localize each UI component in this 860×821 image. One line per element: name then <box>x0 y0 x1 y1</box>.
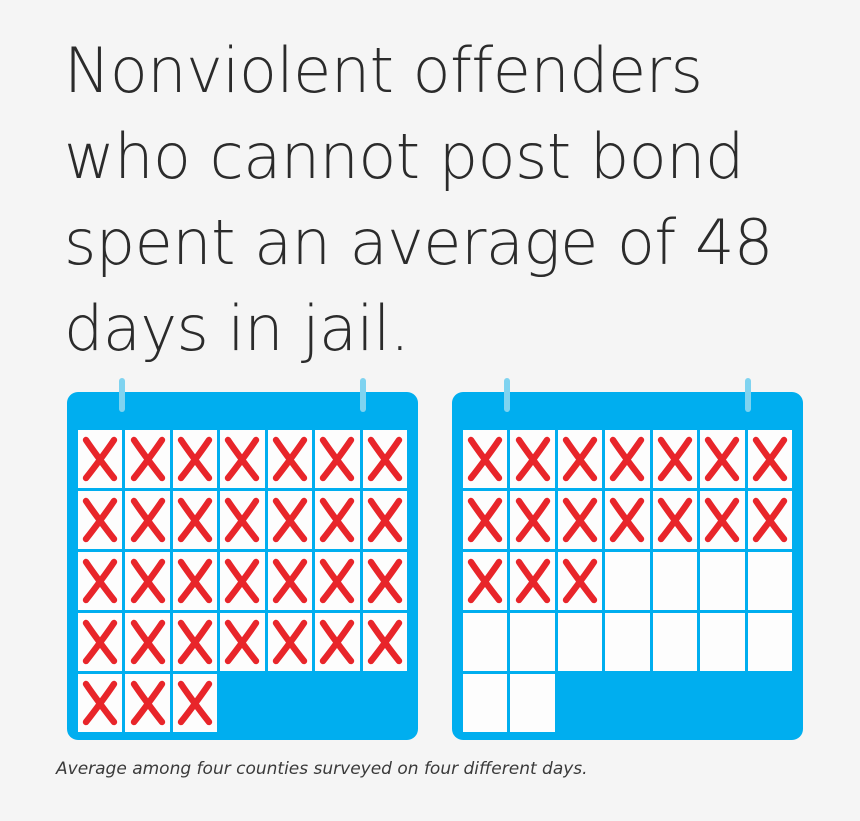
calendar-grid <box>78 430 407 732</box>
calendar-day-cell-empty <box>652 552 698 610</box>
calendar-day-cell-marked <box>510 491 555 549</box>
calendar-day-cell-empty <box>605 552 650 610</box>
calendar-day-cell-marked <box>267 430 313 488</box>
calendar-day-cell-empty <box>700 552 745 610</box>
calendar-day-cell-marked <box>267 613 313 671</box>
calendar-day-cell-marked <box>605 430 650 488</box>
calendar-day-cell-empty <box>652 613 698 671</box>
calendar-day-cell-marked <box>362 430 407 488</box>
calendar-day-cell-marked <box>747 491 792 549</box>
calendar-day-cell-marked <box>463 491 508 549</box>
calendar-day-cell-marked <box>125 552 170 610</box>
calendar-day-cell-marked <box>510 430 555 488</box>
calendar-hanger-icon <box>745 378 751 412</box>
calendar-month-1 <box>67 378 418 740</box>
calendar-day-cell-marked <box>78 430 123 488</box>
calendar-day-cell-empty <box>510 613 555 671</box>
headline-line-4: days in jail. <box>64 292 410 365</box>
calendar-day-cell-marked <box>125 430 170 488</box>
calendar-day-cell-marked <box>78 491 123 549</box>
calendar-day-cell-marked <box>172 613 218 671</box>
calendar-day-cell-marked <box>78 674 123 732</box>
chart-caption: Average among four counties surveyed on … <box>56 759 588 779</box>
calendar-day-cell-marked <box>172 491 218 549</box>
calendar-day-cell-empty <box>747 613 792 671</box>
calendar-day-cell-marked <box>172 552 218 610</box>
calendar-day-cell-marked <box>315 552 360 610</box>
calendar-grid <box>463 430 792 732</box>
calendar-day-cell-marked <box>362 552 407 610</box>
calendar-hanger-icon <box>504 378 510 412</box>
calendar-day-cell-marked <box>652 491 698 549</box>
calendar-day-cell-marked <box>700 491 745 549</box>
calendar-day-cell-marked <box>700 430 745 488</box>
calendar-body <box>67 392 418 740</box>
calendar-day-cell-marked <box>557 430 603 488</box>
calendar-day-cell-marked <box>557 491 603 549</box>
calendar-day-cell-empty <box>747 552 792 610</box>
calendar-day-cell-empty <box>557 613 603 671</box>
calendar-day-cell-marked <box>78 552 123 610</box>
calendar-day-cell-marked <box>125 613 170 671</box>
calendar-day-cell-marked <box>463 430 508 488</box>
calendar-day-cell-marked <box>78 613 123 671</box>
calendar-day-cell-marked <box>747 430 792 488</box>
calendar-day-cell-marked <box>267 491 313 549</box>
page-title: Nonviolent offenders who cannot post bon… <box>64 28 824 372</box>
calendar-waffle-chart <box>67 378 803 740</box>
calendar-day-cell-marked <box>605 491 650 549</box>
calendar-day-cell-marked <box>557 552 603 610</box>
calendar-day-cell-empty <box>463 674 508 732</box>
calendar-day-cell-marked <box>220 613 265 671</box>
calendar-day-cell-marked <box>220 430 265 488</box>
calendar-day-cell-marked <box>510 552 555 610</box>
calendar-day-cell-marked <box>315 430 360 488</box>
calendar-day-cell-empty <box>510 674 555 732</box>
calendar-day-cell-empty <box>605 613 650 671</box>
calendar-day-cell-marked <box>172 430 218 488</box>
calendar-month-2 <box>452 378 803 740</box>
calendar-day-cell-empty <box>463 613 508 671</box>
calendar-day-cell-marked <box>125 491 170 549</box>
calendar-day-cell-marked <box>172 674 218 732</box>
calendar-day-cell-marked <box>315 491 360 549</box>
calendar-hanger-icon <box>360 378 366 412</box>
calendar-day-cell-marked <box>315 613 360 671</box>
headline-line-1: Nonviolent offenders <box>64 34 703 107</box>
calendar-day-cell-marked <box>267 552 313 610</box>
calendar-body <box>452 392 803 740</box>
calendar-hanger-icon <box>119 378 125 412</box>
calendar-day-cell-marked <box>652 430 698 488</box>
calendar-day-cell-marked <box>220 491 265 549</box>
calendar-day-cell-marked <box>362 613 407 671</box>
headline-line-2: who cannot post bond <box>64 120 744 193</box>
headline-line-3: spent an average of 48 <box>64 206 773 279</box>
calendar-day-cell-marked <box>125 674 170 732</box>
calendar-day-cell-marked <box>463 552 508 610</box>
calendar-day-cell-marked <box>362 491 407 549</box>
calendar-day-cell-empty <box>700 613 745 671</box>
calendar-day-cell-marked <box>220 552 265 610</box>
